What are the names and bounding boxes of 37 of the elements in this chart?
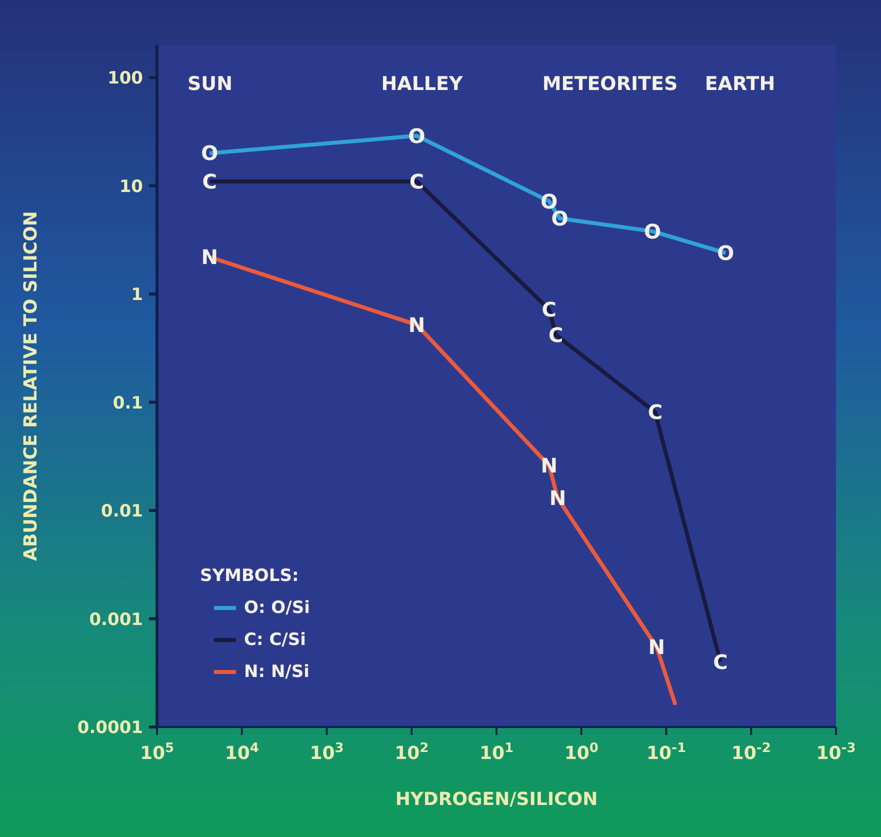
data-label: C bbox=[548, 322, 564, 347]
data-label: C bbox=[409, 169, 424, 194]
data-label: C bbox=[648, 400, 663, 424]
x-tick-label: 10$^{2}$ bbox=[394, 740, 429, 764]
y-tick-label: 100 bbox=[108, 68, 144, 89]
data-label: O bbox=[201, 141, 218, 166]
annotation: HALLEY bbox=[381, 73, 464, 95]
annotation: EARTH bbox=[704, 73, 776, 95]
data-label: O bbox=[644, 219, 662, 244]
x-tick-label: 10$^{3}$ bbox=[310, 740, 344, 764]
y-axis-title: ABUNDANCE RELATIVE TO SILICON bbox=[20, 211, 42, 561]
y-tick-label: 0.0001 bbox=[77, 718, 143, 738]
y-tick-label: 0.01 bbox=[101, 502, 143, 522]
y-tick-label: 10 bbox=[119, 176, 144, 197]
x-tick-label: 10$^{0}$ bbox=[564, 740, 598, 764]
data-label: N bbox=[201, 244, 218, 269]
x-tick-label: 10$^{-2}$ bbox=[731, 740, 771, 764]
data-label: C bbox=[202, 169, 217, 194]
data-label: O bbox=[717, 240, 734, 265]
x-tick-label: 10$^{-1}$ bbox=[646, 740, 686, 764]
legend-label: O: O/Si bbox=[244, 597, 310, 620]
y-tick-label: 0.1 bbox=[112, 393, 143, 414]
data-label: C bbox=[713, 650, 728, 674]
legend-title: SYMBOLS: bbox=[200, 565, 300, 588]
annotation: SUN bbox=[187, 73, 233, 95]
annotation: METEORITES bbox=[542, 73, 678, 95]
legend-label: C: C/Si bbox=[244, 629, 306, 652]
x-tick-label: 10$^{1}$ bbox=[479, 740, 514, 764]
y-tick-label: 1 bbox=[131, 285, 143, 306]
x-tick-label: 10$^{5}$ bbox=[140, 740, 174, 764]
data-label: O bbox=[408, 124, 426, 148]
data-label: C bbox=[542, 297, 556, 322]
x-axis-title: HYDROGEN/SILICON bbox=[395, 789, 598, 810]
x-tick-label: 10$^{-3}$ bbox=[816, 740, 856, 764]
y-tick-label: 0.001 bbox=[89, 610, 143, 630]
x-tick-label: 10$^{4}$ bbox=[224, 740, 259, 764]
legend-label: N: N/Si bbox=[244, 661, 310, 684]
